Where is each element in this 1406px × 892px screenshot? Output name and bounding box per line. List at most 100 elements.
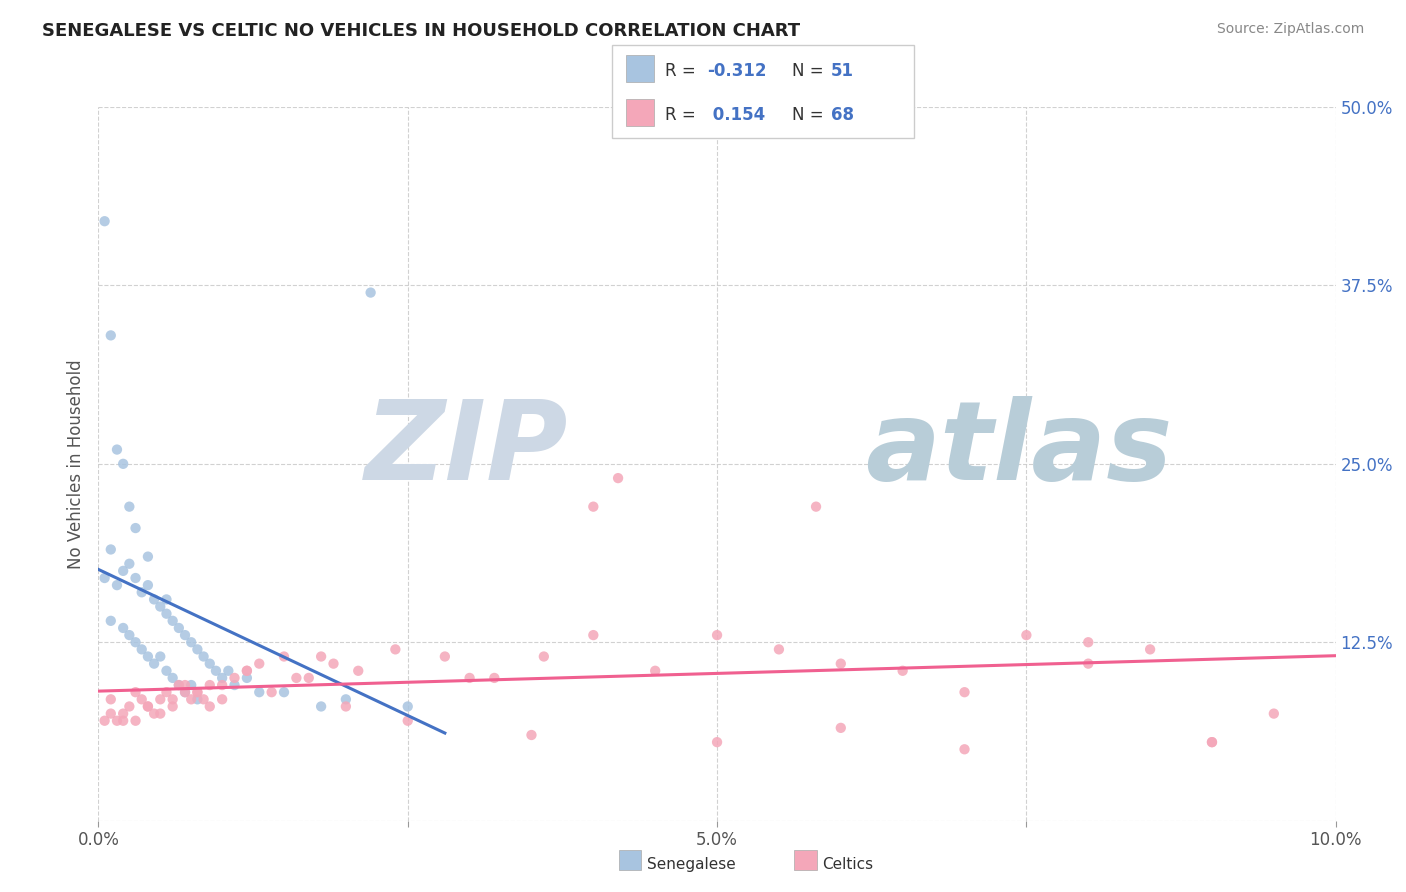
Point: [644, 664, 666, 678]
Point: [174, 685, 197, 699]
Point: [260, 685, 283, 699]
Text: Source: ZipAtlas.com: Source: ZipAtlas.com: [1216, 22, 1364, 37]
Point: [167, 678, 190, 692]
Point: [211, 671, 233, 685]
Point: [360, 285, 382, 300]
Point: [396, 699, 419, 714]
Point: [112, 706, 135, 721]
Point: [149, 649, 172, 664]
Point: [236, 664, 259, 678]
Point: [322, 657, 344, 671]
Point: [706, 628, 728, 642]
Point: [607, 471, 630, 485]
Point: [105, 442, 128, 457]
Point: [136, 649, 159, 664]
Point: [136, 578, 159, 592]
Point: [198, 678, 221, 692]
Point: [100, 706, 122, 721]
Point: [143, 592, 166, 607]
Point: [167, 678, 190, 692]
Point: [112, 457, 135, 471]
Point: [347, 664, 370, 678]
Point: [768, 642, 790, 657]
Point: [174, 678, 197, 692]
Text: Senegalese: Senegalese: [647, 857, 735, 871]
Y-axis label: No Vehicles in Household: No Vehicles in Household: [66, 359, 84, 569]
Point: [100, 614, 122, 628]
Point: [149, 706, 172, 721]
Point: [180, 692, 202, 706]
Point: [174, 628, 197, 642]
Point: [118, 699, 141, 714]
Point: [309, 649, 332, 664]
Point: [162, 699, 184, 714]
Point: [1263, 706, 1285, 721]
Point: [247, 685, 270, 699]
Point: [458, 671, 481, 685]
Point: [830, 721, 852, 735]
Point: [143, 706, 166, 721]
Point: [205, 664, 228, 678]
Point: [131, 642, 153, 657]
Point: [162, 671, 184, 685]
Point: [1201, 735, 1223, 749]
Text: -0.312: -0.312: [707, 62, 766, 79]
Point: [118, 557, 141, 571]
Point: [155, 664, 177, 678]
Point: [211, 678, 233, 692]
Point: [186, 642, 208, 657]
Point: [112, 621, 135, 635]
Point: [891, 664, 914, 678]
Point: [124, 714, 146, 728]
Point: [155, 607, 177, 621]
Point: [105, 578, 128, 592]
Point: [136, 699, 159, 714]
Point: [236, 664, 259, 678]
Point: [193, 692, 215, 706]
Point: [198, 657, 221, 671]
Text: N =: N =: [792, 106, 828, 124]
Point: [124, 571, 146, 585]
Point: [520, 728, 543, 742]
Point: [180, 635, 202, 649]
Text: atlas: atlas: [866, 396, 1173, 503]
Point: [1077, 635, 1099, 649]
Point: [155, 685, 177, 699]
Point: [105, 714, 128, 728]
Text: 51: 51: [831, 62, 853, 79]
Point: [136, 549, 159, 564]
Point: [118, 500, 141, 514]
Point: [953, 742, 976, 756]
Point: [484, 671, 506, 685]
Text: R =: R =: [665, 62, 702, 79]
Point: [247, 657, 270, 671]
Point: [112, 564, 135, 578]
Point: [335, 692, 357, 706]
Text: 0.154: 0.154: [707, 106, 765, 124]
Point: [93, 214, 115, 228]
Point: [112, 714, 135, 728]
Point: [124, 635, 146, 649]
Point: [149, 692, 172, 706]
Point: [193, 649, 215, 664]
Point: [830, 657, 852, 671]
Point: [298, 671, 321, 685]
Point: [198, 699, 221, 714]
Point: [124, 685, 146, 699]
Point: [131, 585, 153, 599]
Point: [93, 714, 115, 728]
Point: [804, 500, 827, 514]
Point: [136, 699, 159, 714]
Point: [149, 599, 172, 614]
Point: [100, 692, 122, 706]
Point: [211, 692, 233, 706]
Text: SENEGALESE VS CELTIC NO VEHICLES IN HOUSEHOLD CORRELATION CHART: SENEGALESE VS CELTIC NO VEHICLES IN HOUS…: [42, 22, 800, 40]
Point: [273, 649, 295, 664]
Text: ZIP: ZIP: [366, 396, 568, 503]
Point: [285, 671, 308, 685]
Point: [335, 699, 357, 714]
Point: [118, 628, 141, 642]
Point: [236, 671, 259, 685]
Point: [1077, 657, 1099, 671]
Point: [93, 571, 115, 585]
